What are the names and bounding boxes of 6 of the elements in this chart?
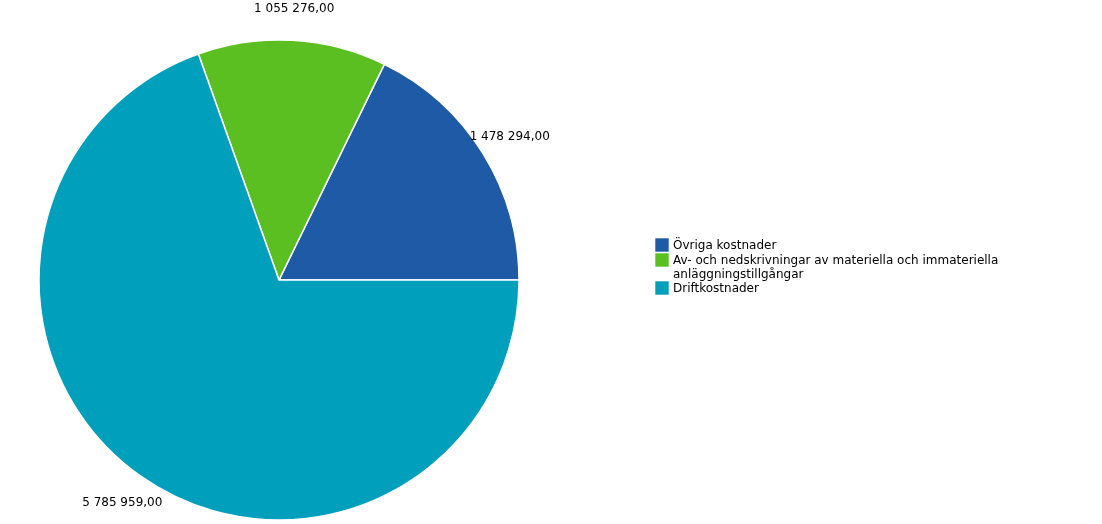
data-label: 1 055 276,00 <box>254 1 335 16</box>
data-label: 1 478 294,00 <box>469 128 550 143</box>
data-label: 5 785 959,00 <box>82 495 163 510</box>
legend-label: Driftkostnader <box>673 281 760 295</box>
legend-label: Övriga kostnader <box>673 236 777 252</box>
legend-label: Av- och nedskrivningar av materiella och immateriella anläggningstillgångar <box>673 253 999 281</box>
